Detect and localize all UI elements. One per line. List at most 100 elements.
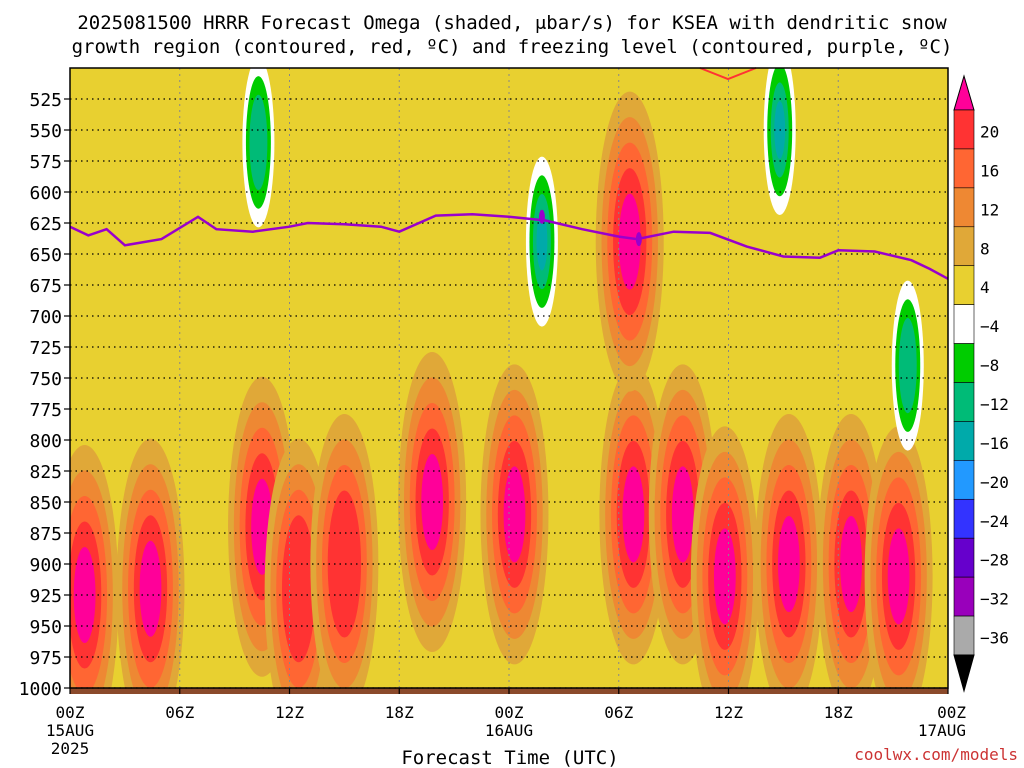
colorbar-label: 12 <box>980 200 999 219</box>
y-tick-label: 950 <box>29 617 62 638</box>
y-tick-label: 800 <box>29 431 62 452</box>
omega-region <box>242 68 275 228</box>
y-tick-label: 1000 <box>19 679 62 700</box>
colorbar-swatch <box>953 265 975 305</box>
omega-contour-band <box>139 540 162 637</box>
colorbar-swatch <box>953 304 975 344</box>
x-tick-label: 12Z <box>275 703 304 722</box>
omega-contour-band <box>327 490 362 638</box>
colorbar-swatch <box>953 343 975 383</box>
colorbar-label: −36 <box>980 629 1009 648</box>
y-tick-label: 675 <box>29 276 62 297</box>
colorbar-label: −32 <box>980 590 1009 609</box>
y-tick-label: 550 <box>29 121 62 142</box>
y-tick-label: 625 <box>29 214 62 235</box>
y-tick-label: 700 <box>29 307 62 328</box>
chart-title-line1: 2025081500 HRRR Forecast Omega (shaded, … <box>77 12 947 34</box>
x-tick-label: 00Z <box>56 703 85 722</box>
colorbar-swatch <box>953 460 975 500</box>
omega-contour-band <box>887 528 910 625</box>
x-axis-title: Forecast Time (UTC) <box>401 747 618 768</box>
x-tick-label: 00Z <box>495 703 524 722</box>
omega-field <box>70 68 933 688</box>
y-tick-label: 650 <box>29 245 62 266</box>
y-tick-label: 875 <box>29 524 62 545</box>
contour-label-marker <box>635 232 642 247</box>
omega-contour-band <box>713 528 736 625</box>
x-date-label: 15AUG <box>46 721 94 740</box>
omega-contour-band <box>73 547 96 643</box>
x-date-label: 17AUG <box>918 721 966 740</box>
x-year-label: 2025 <box>51 739 90 758</box>
colorbar-label: −4 <box>980 317 999 336</box>
omega-region <box>70 445 119 688</box>
contour-label-marker <box>538 209 545 224</box>
x-tick-label: 18Z <box>385 703 414 722</box>
x-tick-label: 06Z <box>604 703 633 722</box>
omega-region <box>864 426 933 688</box>
omega-region <box>599 364 668 665</box>
omega-contour-band <box>249 94 268 190</box>
y-tick-label: 525 <box>29 90 62 111</box>
x-tick-label: 06Z <box>165 703 194 722</box>
colorbar-label: −20 <box>980 473 1009 492</box>
y-tick-label: 725 <box>29 338 62 359</box>
omega-contour-band <box>281 515 316 663</box>
colorbar-label: 20 <box>980 122 999 141</box>
omega-contour-band <box>671 466 694 563</box>
y-tick-label: 600 <box>29 183 62 204</box>
colorbar-swatch <box>953 615 975 656</box>
contour-markers <box>538 209 642 247</box>
y-tick-label: 850 <box>29 493 62 514</box>
y-tick-label: 750 <box>29 369 62 390</box>
omega-contour-band <box>503 466 526 563</box>
colorbar-swatch <box>953 226 975 267</box>
omega-region <box>398 352 467 652</box>
omega-contour-band <box>777 516 800 612</box>
colorbar-swatch <box>953 421 975 461</box>
omega-region <box>754 414 823 688</box>
colorbar-swatch <box>953 148 975 189</box>
colorbar-swatch <box>953 537 975 578</box>
x-tick-label: 18Z <box>824 703 853 722</box>
colorbar-label: −8 <box>980 356 999 375</box>
y-tick-label: 575 <box>29 152 62 173</box>
colorbar-label: 8 <box>980 239 990 258</box>
colorbar-label: 16 <box>980 161 999 180</box>
omega-contour-band <box>421 454 444 550</box>
colorbar-top-arrow <box>953 74 975 111</box>
colorbar-label: 4 <box>980 278 990 297</box>
x-date-label: 16AUG <box>485 721 533 740</box>
omega-contour-band <box>898 318 917 414</box>
omega-contour-band <box>536 212 548 271</box>
omega-region <box>525 156 558 327</box>
freezing-level-contour <box>69 213 949 280</box>
omega-contour-band <box>622 466 645 563</box>
y-tick-label: 975 <box>29 648 62 669</box>
y-tick-label: 900 <box>29 555 62 576</box>
x-tick-label: 12Z <box>714 703 743 722</box>
colorbar-bottom-arrow <box>953 654 975 693</box>
colorbar: 20 16 12 8 4 −4 −8 −12 −16 −20 −24 −28 −32 −36 <box>953 74 1009 693</box>
colorbar-label: −24 <box>980 512 1009 531</box>
colorbar-label: −28 <box>980 551 1009 570</box>
y-tick-label: 925 <box>29 586 62 607</box>
y-tick-label: 825 <box>29 462 62 483</box>
colorbar-label: −12 <box>980 395 1009 414</box>
omega-region <box>480 364 549 665</box>
colorbar-swatch <box>953 187 975 228</box>
grid-lines <box>70 68 948 689</box>
y-tick-label: 775 <box>29 400 62 421</box>
colorbar-label: −16 <box>980 434 1009 453</box>
credit-text: coolwx.com/models <box>854 745 1018 764</box>
dendritic-growth-contour <box>699 67 757 81</box>
chart-title-line2: growth region (contoured, red, ºC) and f… <box>72 36 953 58</box>
x-tick-label: 00Z <box>937 703 966 722</box>
colorbar-swatch <box>953 498 975 539</box>
y-axis: 525 550 575 600 625 650 675 700 725 750 775 800 825 8… <box>19 90 70 700</box>
omega-region <box>891 280 924 451</box>
omega-region <box>310 414 379 688</box>
colorbar-swatch <box>953 382 975 422</box>
